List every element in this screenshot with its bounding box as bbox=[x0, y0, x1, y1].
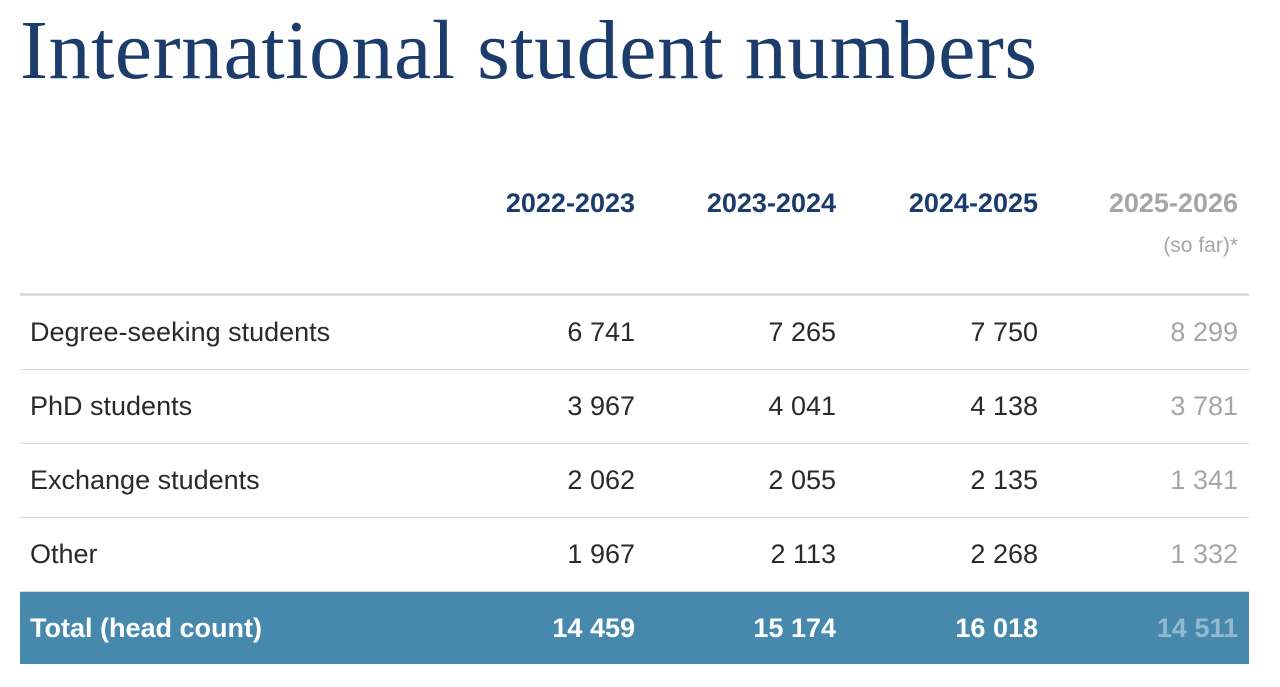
cell-value: 7 750 bbox=[847, 294, 1049, 370]
cell-value: 7 265 bbox=[646, 294, 847, 370]
cell-value: 8 299 bbox=[1049, 294, 1249, 370]
row-label: PhD students bbox=[20, 369, 440, 444]
header-note-row: (so far)* bbox=[20, 234, 1249, 293]
page-title: International student numbers bbox=[20, 4, 1038, 97]
cell-value: 15 174 bbox=[646, 591, 847, 664]
student-numbers-table: 2022-2023 2023-2024 2024-2025 2025-2026 … bbox=[20, 172, 1249, 664]
row-label: Degree-seeking students bbox=[20, 294, 440, 370]
cell-value: 14 459 bbox=[440, 591, 646, 664]
so-far-note: (so far)* bbox=[1163, 234, 1238, 257]
cell-value: 3 781 bbox=[1049, 369, 1249, 444]
row-label: Exchange students bbox=[20, 443, 440, 518]
cell-value: 4 041 bbox=[646, 369, 847, 444]
cell-value: 2 113 bbox=[646, 517, 847, 592]
header-empty bbox=[20, 172, 440, 234]
cell-value: 14 511 bbox=[1049, 591, 1249, 664]
table-row: Other 1 967 2 113 2 268 1 332 bbox=[20, 517, 1249, 592]
header-year-current: 2025-2026 bbox=[1108, 187, 1238, 218]
cell-value: 2 135 bbox=[847, 443, 1049, 518]
cell-value: 3 967 bbox=[440, 369, 646, 444]
cell-value: 16 018 bbox=[847, 591, 1049, 664]
table-row: Exchange students 2 062 2 055 2 135 1 341 bbox=[20, 443, 1249, 518]
cell-value: 2 055 bbox=[646, 443, 847, 518]
cell-value: 1 967 bbox=[440, 517, 646, 592]
table-row: Degree-seeking students 6 741 7 265 7 750 8 … bbox=[20, 294, 1249, 370]
table-row: PhD students 3 967 4 041 4 138 3 781 bbox=[20, 369, 1249, 444]
header-year: 2024-2025 bbox=[908, 187, 1038, 218]
header-row: 2022-2023 2023-2024 2024-2025 2025-2026 bbox=[20, 172, 1249, 234]
total-row: Total (head count) 14 459 15 174 16 018 14 5… bbox=[20, 591, 1249, 664]
cell-value: 4 138 bbox=[847, 369, 1049, 444]
header-year: 2022-2023 bbox=[505, 187, 635, 218]
cell-value: 2 062 bbox=[440, 443, 646, 518]
cell-value: 1 341 bbox=[1049, 443, 1249, 518]
cell-value: 6 741 bbox=[440, 294, 646, 370]
row-label: Other bbox=[20, 517, 440, 592]
header-year: 2023-2024 bbox=[706, 187, 836, 218]
row-label: Total (head count) bbox=[20, 591, 440, 664]
cell-value: 1 332 bbox=[1049, 517, 1249, 592]
cell-value: 2 268 bbox=[847, 517, 1049, 592]
